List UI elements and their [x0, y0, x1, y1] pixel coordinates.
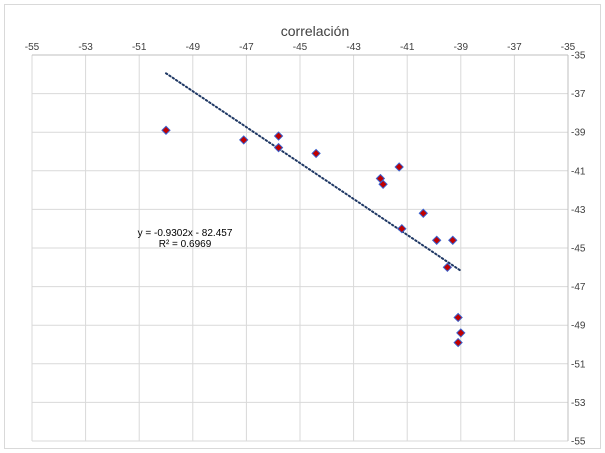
y-tick-label: -49: [571, 321, 586, 332]
y-tick-label: -55: [571, 437, 586, 448]
data-point: [273, 142, 284, 153]
y-tick-label: -37: [571, 89, 586, 100]
x-tick-label: -53: [78, 42, 93, 53]
scatter-chart: correlación -55 -53 -51 -49 -47 -45 -43 -41 -39-…: [25, 23, 586, 448]
data-point: [311, 148, 321, 159]
trendline-group: [165, 72, 462, 272]
y-tick-label: -39: [571, 128, 586, 139]
data-point: [453, 337, 463, 348]
chart-title: correlación: [281, 23, 349, 39]
x-tick-label: -45: [293, 42, 308, 53]
y-tick-label: -47: [571, 282, 586, 293]
y-tick-label: -41: [571, 166, 586, 177]
data-point: [161, 125, 171, 135]
x-tick-label: -39: [454, 42, 469, 53]
chart-frame: correlación -55 -53 -51 -49 -47 -45 -43 -41 -39-…: [4, 4, 601, 449]
x-tick-label: -49: [186, 42, 201, 53]
x-tick-label: -47: [239, 42, 254, 53]
x-tick-label: -35: [561, 42, 576, 53]
data-point: [397, 223, 407, 234]
data-point: [239, 135, 249, 145]
tick-labels: -55 -53 -51 -49 -47 -45 -43 -41 -39 -37 -35-35 -37 -…: [25, 42, 586, 448]
data-point: [453, 312, 463, 323]
data-point: [378, 179, 388, 190]
trendline-r2: R² = 0.6969: [159, 239, 212, 250]
x-tick-label: -41: [400, 42, 415, 53]
x-tick-label: -55: [25, 42, 40, 53]
data-point: [394, 162, 404, 172]
data-points: [161, 125, 466, 348]
y-tick-label: -45: [571, 244, 586, 255]
y-tick-label: -53: [571, 398, 586, 409]
grid: [31, 54, 569, 442]
data-point: [431, 235, 442, 245]
data-point: [442, 262, 453, 273]
trendline-equation: y = -0.9302x - 82.457: [138, 228, 233, 239]
trendline: [165, 72, 462, 272]
data-point: [273, 131, 284, 141]
y-tick-label: -43: [571, 205, 586, 216]
y-tick-label: -35: [571, 51, 586, 62]
x-tick-label: -37: [507, 42, 522, 53]
data-point: [456, 328, 466, 338]
y-tick-label: -51: [571, 359, 586, 370]
x-tick-label: -43: [346, 42, 361, 53]
data-point: [418, 208, 428, 218]
x-tick-label: -51: [132, 42, 147, 53]
data-point: [448, 235, 458, 245]
